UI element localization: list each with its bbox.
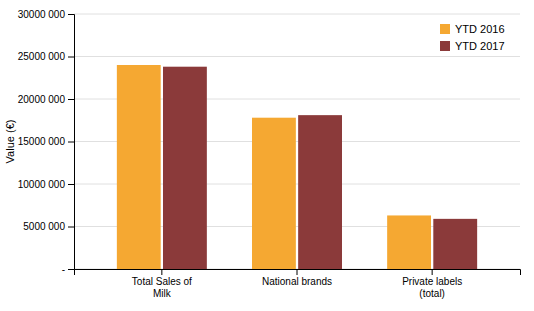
- bar: [163, 67, 207, 269]
- grid-line: [74, 56, 520, 57]
- y-tick-mark: [68, 269, 74, 270]
- plot-area: - 5000 000 10000 000 15000 000 20000 000 2500…: [18, 9, 521, 299]
- y-tick: -: [62, 264, 74, 275]
- y-axis: - 5000 000 10000 000 15000 000 20000 000 2500…: [18, 9, 75, 275]
- y-tick: 5000 000: [23, 221, 74, 232]
- y-tick-mark: [68, 227, 74, 228]
- x-tick: National brands: [262, 269, 332, 287]
- legend-item: YTD 2016: [440, 23, 505, 35]
- y-tick: 15000 000: [18, 136, 74, 147]
- legend-swatch: [440, 24, 450, 34]
- bar: [433, 219, 477, 269]
- y-tick-label: 20000 000: [18, 94, 66, 105]
- x-tick-label-line: Private labels: [402, 276, 462, 287]
- y-tick-label: 30000 000: [18, 9, 66, 20]
- y-tick-label: 15000 000: [18, 136, 66, 147]
- x-axis: Total Sales ofMilk National brands Private…: [75, 269, 521, 299]
- y-tick: 10000 000: [18, 179, 74, 190]
- y-tick: 20000 000: [18, 94, 74, 105]
- y-axis-title: Value (€): [4, 120, 16, 164]
- bar: [387, 215, 431, 269]
- bar: [252, 118, 296, 269]
- bars: [117, 65, 477, 269]
- grid-line: [74, 14, 520, 15]
- y-tick-label: -: [62, 264, 65, 275]
- y-tick-mark: [68, 57, 74, 58]
- x-tick-label: National brands: [262, 276, 332, 287]
- x-tick-mark: [161, 269, 162, 275]
- y-tick-mark: [68, 99, 74, 100]
- y-tick-mark: [68, 184, 74, 185]
- y-tick-mark: [68, 142, 74, 143]
- x-tick: Private labels(total): [402, 269, 462, 299]
- legend: YTD 2016 YTD 2017: [440, 23, 505, 52]
- x-tick-label-line: Total Sales of: [132, 276, 192, 287]
- bar-series: [117, 65, 431, 269]
- legend-label: YTD 2017: [455, 40, 505, 52]
- y-tick: 30000 000: [18, 9, 74, 20]
- x-tick-mark: [432, 269, 433, 275]
- x-tick-label-line: (total): [419, 288, 445, 299]
- x-tick-label-line: National brands: [262, 276, 332, 287]
- y-tick: 25000 000: [18, 51, 74, 62]
- legend-swatch: [440, 41, 450, 51]
- x-tick-label: Private labels(total): [402, 276, 462, 299]
- x-axis-line: [75, 270, 521, 276]
- x-tick-mark: [297, 269, 298, 275]
- y-tick-label: 25000 000: [18, 51, 66, 62]
- y-tick-label: 5000 000: [23, 221, 65, 232]
- bar: [298, 115, 342, 269]
- grid: [74, 14, 520, 269]
- legend-item: YTD 2017: [440, 40, 505, 52]
- bar-series: [163, 67, 477, 269]
- bar: [117, 65, 161, 269]
- x-tick: Total Sales ofMilk: [132, 269, 192, 299]
- y-tick-mark: [68, 14, 74, 15]
- legend-label: YTD 2016: [455, 23, 505, 35]
- y-axis-line: [68, 15, 75, 270]
- x-tick-label-line: Milk: [153, 288, 172, 299]
- y-tick-label: 10000 000: [18, 179, 66, 190]
- chart: - 5000 000 10000 000 15000 000 20000 000 2500…: [0, 0, 534, 311]
- x-tick-label: Total Sales ofMilk: [132, 276, 192, 299]
